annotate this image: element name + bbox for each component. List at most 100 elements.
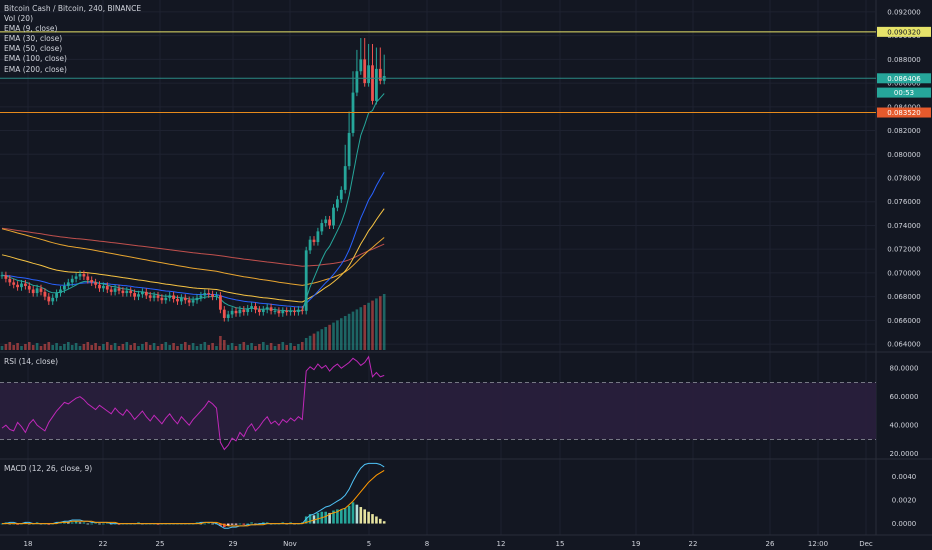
candle-body — [230, 310, 234, 315]
macd-histogram-bar — [265, 522, 269, 524]
volume-bar — [172, 343, 175, 350]
candle-body — [281, 310, 285, 314]
indicator-ema9[interactable]: EMA (9, close) — [4, 24, 58, 34]
candle-body — [78, 274, 82, 277]
macd-histogram-bar — [347, 505, 351, 524]
time-tick-label: Nov — [283, 540, 297, 548]
rsi-label[interactable]: RSI (14, close) — [4, 357, 59, 366]
candle-body — [129, 290, 133, 294]
candle-body — [27, 285, 31, 290]
volume-bar — [129, 345, 132, 350]
volume-bar — [207, 345, 210, 350]
macd-histogram-bar — [90, 523, 93, 525]
volume-bar — [277, 344, 281, 350]
volume-bar — [160, 344, 164, 350]
candle-body — [336, 199, 339, 208]
candle-body — [176, 298, 179, 302]
macd-label[interactable]: MACD (12, 26, close, 9) — [4, 464, 93, 473]
volume-bar — [35, 343, 39, 350]
macd-histogram-bar — [289, 522, 292, 524]
candle-body — [148, 295, 152, 298]
macd-histogram-bar — [359, 507, 363, 524]
macd-tick-label: 0.0020 — [892, 496, 917, 504]
signal-line — [2, 469, 385, 527]
macd-histogram-bar — [343, 508, 347, 524]
candle-body — [226, 314, 230, 318]
candle-body — [16, 284, 19, 288]
candle-body — [160, 297, 164, 301]
volume-bar — [102, 344, 105, 350]
candle-body — [375, 68, 378, 101]
volume-bar — [94, 343, 97, 350]
candle-body — [187, 300, 191, 303]
volume-bar — [70, 345, 74, 350]
macd-histogram-bar — [304, 516, 308, 524]
volume-bar — [301, 342, 304, 350]
candle-body — [144, 291, 148, 296]
candle-body — [316, 231, 320, 243]
ema200-line — [1, 227, 385, 267]
volume-bar — [86, 342, 90, 350]
candle-body — [125, 290, 129, 294]
macd-histogram-bar — [207, 522, 210, 524]
grid — [0, 0, 932, 536]
volume-bar — [82, 344, 86, 350]
candle-body — [304, 250, 308, 311]
macd-histogram-bar — [55, 522, 58, 524]
macd-histogram-bar — [351, 502, 355, 524]
indicator-vol[interactable]: Vol (20) — [4, 14, 34, 24]
indicator-ema30[interactable]: EMA (30, close) — [4, 34, 63, 44]
candle-body — [12, 282, 16, 285]
ema30-line — [1, 171, 385, 308]
symbol-title[interactable]: Bitcoin Cash / Bitcoin, 240, BINANCE — [4, 4, 142, 13]
candle-body — [222, 309, 226, 318]
indicator-ema100[interactable]: EMA (100, close) — [4, 54, 67, 64]
price-tick-label: 0.092000 — [887, 8, 920, 16]
time-tick-label: 19 — [632, 540, 641, 548]
price-badge-label: 00:53 — [894, 89, 914, 97]
macd-histogram-bar — [238, 523, 242, 525]
macd-histogram-bar — [250, 522, 253, 524]
macd-histogram-bar — [94, 522, 97, 524]
macd-histogram-bar — [86, 523, 90, 525]
macd-histogram-bar — [219, 523, 222, 526]
rsi-pane[interactable] — [0, 355, 876, 451]
macd-histogram-bar — [328, 512, 331, 524]
candle-body — [199, 295, 203, 298]
price-tick-label: 0.078000 — [887, 175, 920, 183]
volume-bar — [55, 343, 58, 350]
volume-bar — [16, 343, 19, 350]
candle-body — [74, 276, 78, 279]
price-tick-label: 0.064000 — [887, 341, 920, 349]
indicator-ema50[interactable]: EMA (50, close) — [4, 44, 63, 54]
macd-histogram-bar — [67, 522, 70, 524]
candle-body — [70, 278, 74, 283]
macd-pane[interactable] — [0, 462, 386, 529]
candle-body — [312, 239, 316, 243]
volume-bar — [51, 345, 54, 350]
price-badge-label: 0.086406 — [887, 75, 921, 83]
time-tick-label: 29 — [229, 540, 238, 548]
volume-bar — [63, 344, 66, 350]
price-tick-label: 0.086000 — [887, 80, 920, 88]
time-tick-label: Dec — [859, 540, 873, 548]
candle-body — [8, 278, 12, 283]
rsi-tick-label: 40.0000 — [890, 422, 919, 430]
price-pane[interactable] — [0, 31, 876, 350]
price-tick-label: 0.070000 — [887, 269, 920, 277]
macd-histogram-bar — [102, 523, 105, 525]
rsi-band — [0, 382, 876, 440]
volume-bar — [238, 344, 242, 350]
macd-histogram-bar — [16, 523, 19, 525]
candle-body — [94, 282, 97, 285]
volume-bar — [320, 329, 324, 350]
candle-body — [105, 285, 109, 290]
volume-bar — [117, 346, 121, 350]
volume-bar — [78, 346, 82, 350]
indicator-ema200[interactable]: EMA (200, close) — [4, 64, 67, 74]
time-tick-label: 15 — [556, 540, 565, 548]
candle-body — [367, 65, 370, 84]
price-badge — [877, 87, 931, 98]
